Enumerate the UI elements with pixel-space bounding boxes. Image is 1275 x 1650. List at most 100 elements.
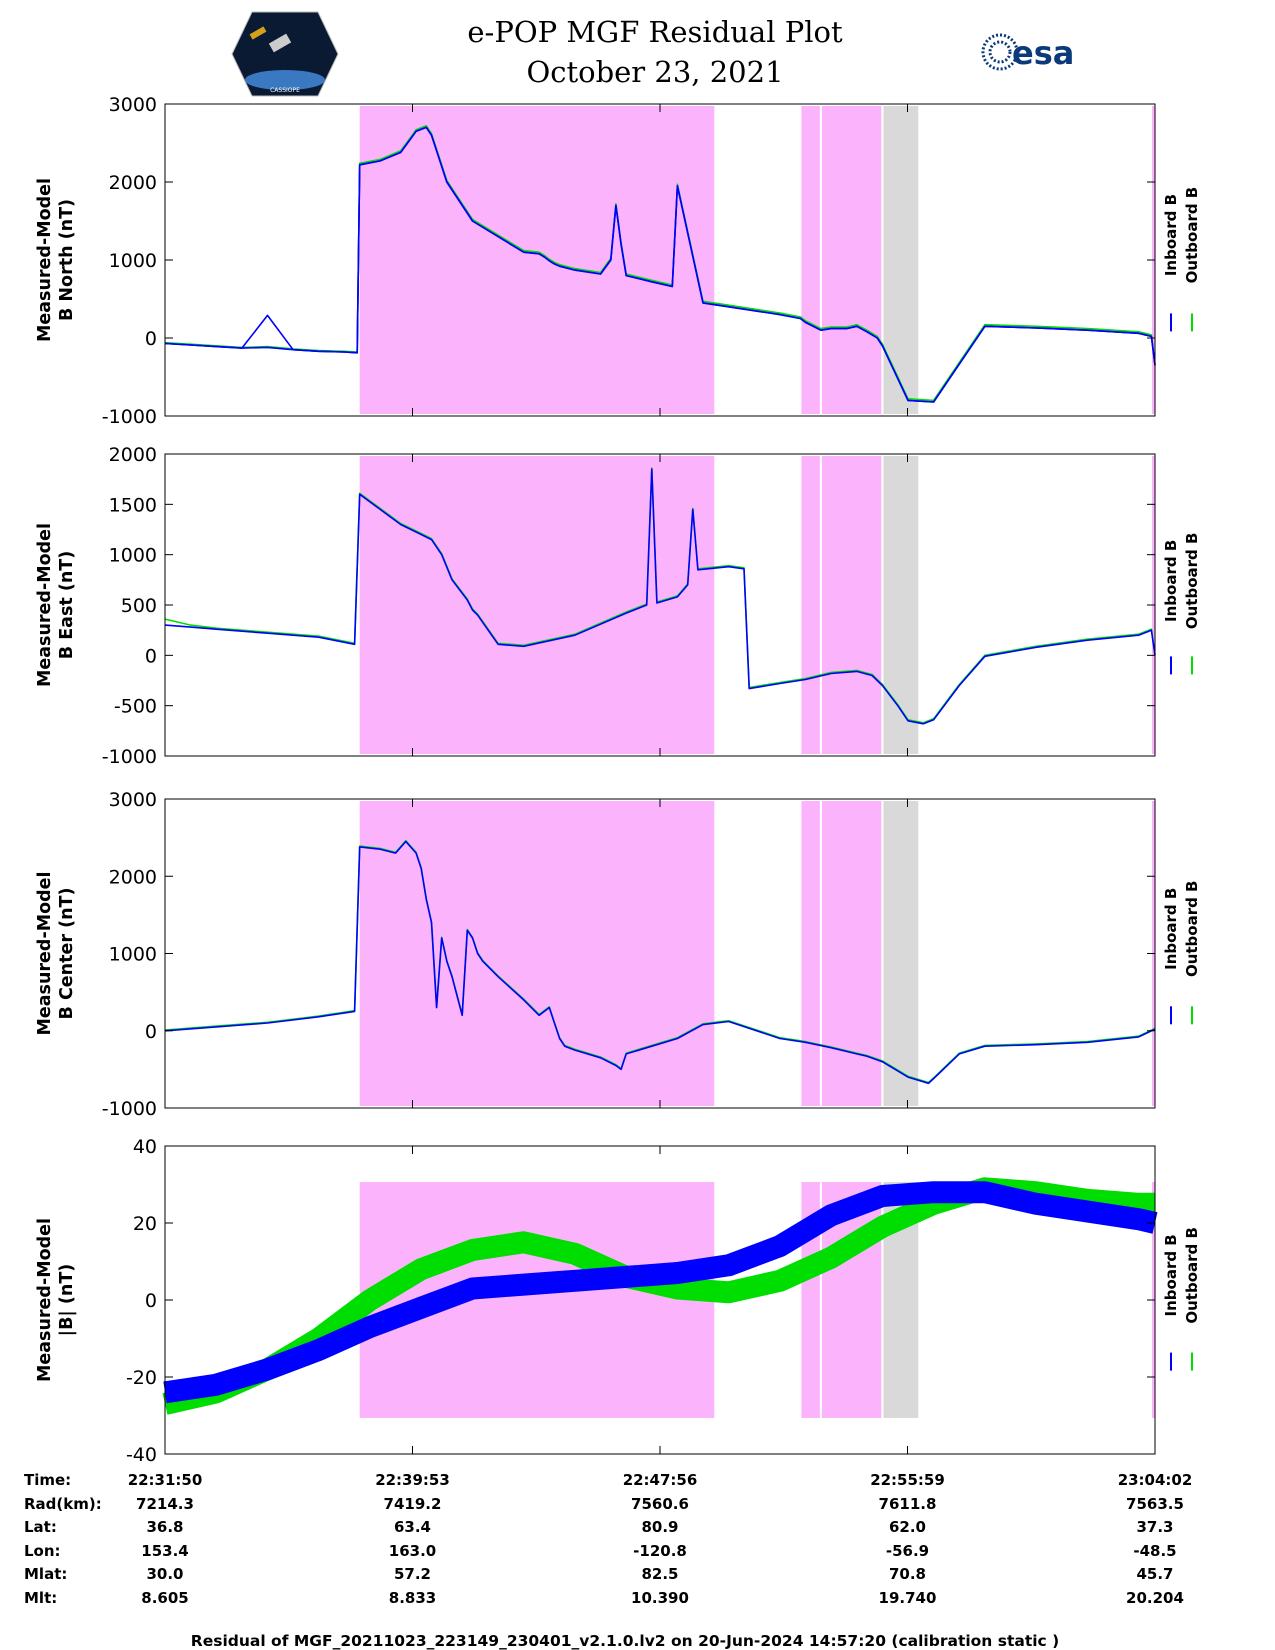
annotation-value: 8.833 [389,1589,436,1607]
cassiope-logo: CASSIOPE [231,11,339,97]
esa-logo: esa [981,33,1074,72]
y-axis-label-line-2: B Center (nT) [57,888,77,1020]
cassiope-logo-text: CASSIOPE [270,87,300,94]
y-tick-label: 0 [145,1290,157,1312]
esa-logo-text: esa [1012,34,1074,72]
y-tick-label: 1000 [109,250,157,272]
y-tick-label: 2000 [109,444,157,466]
annotation-row-label: Mlt: [24,1589,57,1607]
legend-label-inboard: Inboard B [1162,540,1180,622]
x-tick-label: 22:55:59 [870,1471,945,1489]
magenta-band-2 [801,106,820,414]
panel-1: -1000 0 1000 2000 3000 Measured-Model B North … [35,94,1201,428]
magenta-band-1 [359,456,715,754]
annotation-value: 57.2 [394,1565,431,1583]
magenta-band-2 [801,456,820,754]
annotation-value: 7419.2 [384,1495,442,1513]
x-tick-label: 22:39:53 [375,1471,450,1489]
y-tick-label: 0 [145,1021,157,1043]
annotation-value: 19.740 [879,1589,937,1607]
annotation-value: -120.8 [633,1542,687,1560]
annotation-value: 63.4 [394,1518,431,1536]
y-axis-label-line-2: B East (nT) [57,551,77,659]
annotation-value: -48.5 [1133,1542,1176,1560]
annotation-row-label: Lat: [24,1518,57,1536]
y-tick-label: -500 [114,696,157,718]
annotation-value: 8.605 [141,1589,188,1607]
y-tick-label: 0 [145,645,157,667]
legend: Inboard B Outboard B [1162,1227,1201,1371]
y-tick-label: 500 [121,595,157,617]
gray-band-1 [883,801,919,1106]
y-axis-label-line-1: Measured-Model [35,1218,55,1382]
annotation-value: 80.9 [641,1518,678,1536]
annotation-value: 7214.3 [136,1495,194,1513]
annotation-value: -56.9 [886,1542,929,1560]
y-tick-label: -1000 [102,406,157,428]
annotation-row-label: Mlat: [24,1565,67,1583]
annotation-value: 82.5 [641,1565,678,1583]
x-tick-label: 23:04:02 [1118,1471,1193,1489]
gray-band-1 [883,456,919,754]
series-line-inboard-b [163,1181,1158,1404]
y-axis-label: Measured-Model B North (nT) [35,178,77,342]
annotation-value: 37.3 [1136,1518,1173,1536]
magenta-band-1 [359,106,715,414]
legend-label-outboard: Outboard B [1183,187,1201,284]
y-axis-label: Measured-Model B East (nT) [35,523,77,687]
y-axis-label-line-1: Measured-Model [35,871,55,1035]
y-tick-label: -1000 [102,1098,157,1120]
chart-title: e-POP MGF Residual Plot [467,15,843,49]
annotation-value: 36.8 [146,1518,183,1536]
annotation-row-label: Time: [24,1471,71,1489]
y-tick-label: -20 [126,1367,157,1389]
legend-label-inboard: Inboard B [1162,1234,1180,1316]
chart-subtitle: October 23, 2021 [526,55,783,89]
annotation-value: 153.4 [141,1542,188,1560]
y-axis-label-line-1: Measured-Model [35,178,55,342]
legend: Inboard B Outboard B [1162,187,1201,332]
y-axis-label-line-2: |B| (nT) [57,1264,77,1337]
legend-label-outboard: Outboard B [1183,1227,1201,1324]
annotation-value: 70.8 [889,1565,926,1583]
y-tick-label: 1500 [109,494,157,516]
annotation-value: 62.0 [889,1518,926,1536]
panel-4: -40 -20 0 20 40 Measured-Model |B| (nT) Inboard… [35,1136,1201,1466]
legend-label-inboard: Inboard B [1162,194,1180,276]
annotation-value: 163.0 [389,1542,436,1560]
series-line-inboard-b [164,468,1156,725]
gray-band-1 [883,106,919,414]
y-tick-label: 2000 [109,866,157,888]
legend: Inboard B Outboard B [1162,533,1201,675]
y-axis-label-line-1: Measured-Model [35,523,55,687]
y-tick-label: 2000 [109,172,157,194]
x-tick-label: 22:31:50 [128,1471,203,1489]
magenta-band-3 [821,801,882,1106]
y-tick-label: -40 [126,1444,157,1466]
y-tick-label: -1000 [102,746,157,768]
annotation-value: 30.0 [146,1565,183,1583]
series-line-inboard-b [164,840,1156,1085]
y-tick-label: 1000 [109,545,157,567]
footer-caption: Residual of MGF_20211023_223149_230401_v… [191,1632,1059,1650]
legend-label-outboard: Outboard B [1183,533,1201,630]
panel-3: -1000 0 1000 2000 3000 Measured-Model B Center… [35,789,1201,1120]
annotation-value: 7563.5 [1126,1495,1184,1513]
magenta-band-3 [821,106,882,414]
annotation-value: 7611.8 [879,1495,937,1513]
magenta-band-3 [821,456,882,754]
legend-label-inboard: Inboard B [1162,888,1180,970]
y-axis-label: Measured-Model |B| (nT) [35,1218,77,1382]
y-tick-label: 3000 [109,94,157,116]
legend-label-outboard: Outboard B [1183,880,1201,977]
legend: Inboard B Outboard B [1162,880,1201,1025]
y-axis-label: Measured-Model B Center (nT) [35,871,77,1035]
y-tick-label: 3000 [109,789,157,811]
magenta-band-1 [359,801,715,1106]
annotation-value: 45.7 [1136,1565,1173,1583]
y-axis-label-line-2: B North (nT) [57,199,77,321]
y-tick-label: 1000 [109,944,157,966]
magenta-band-2 [801,801,820,1106]
y-tick-label: 20 [133,1213,157,1235]
